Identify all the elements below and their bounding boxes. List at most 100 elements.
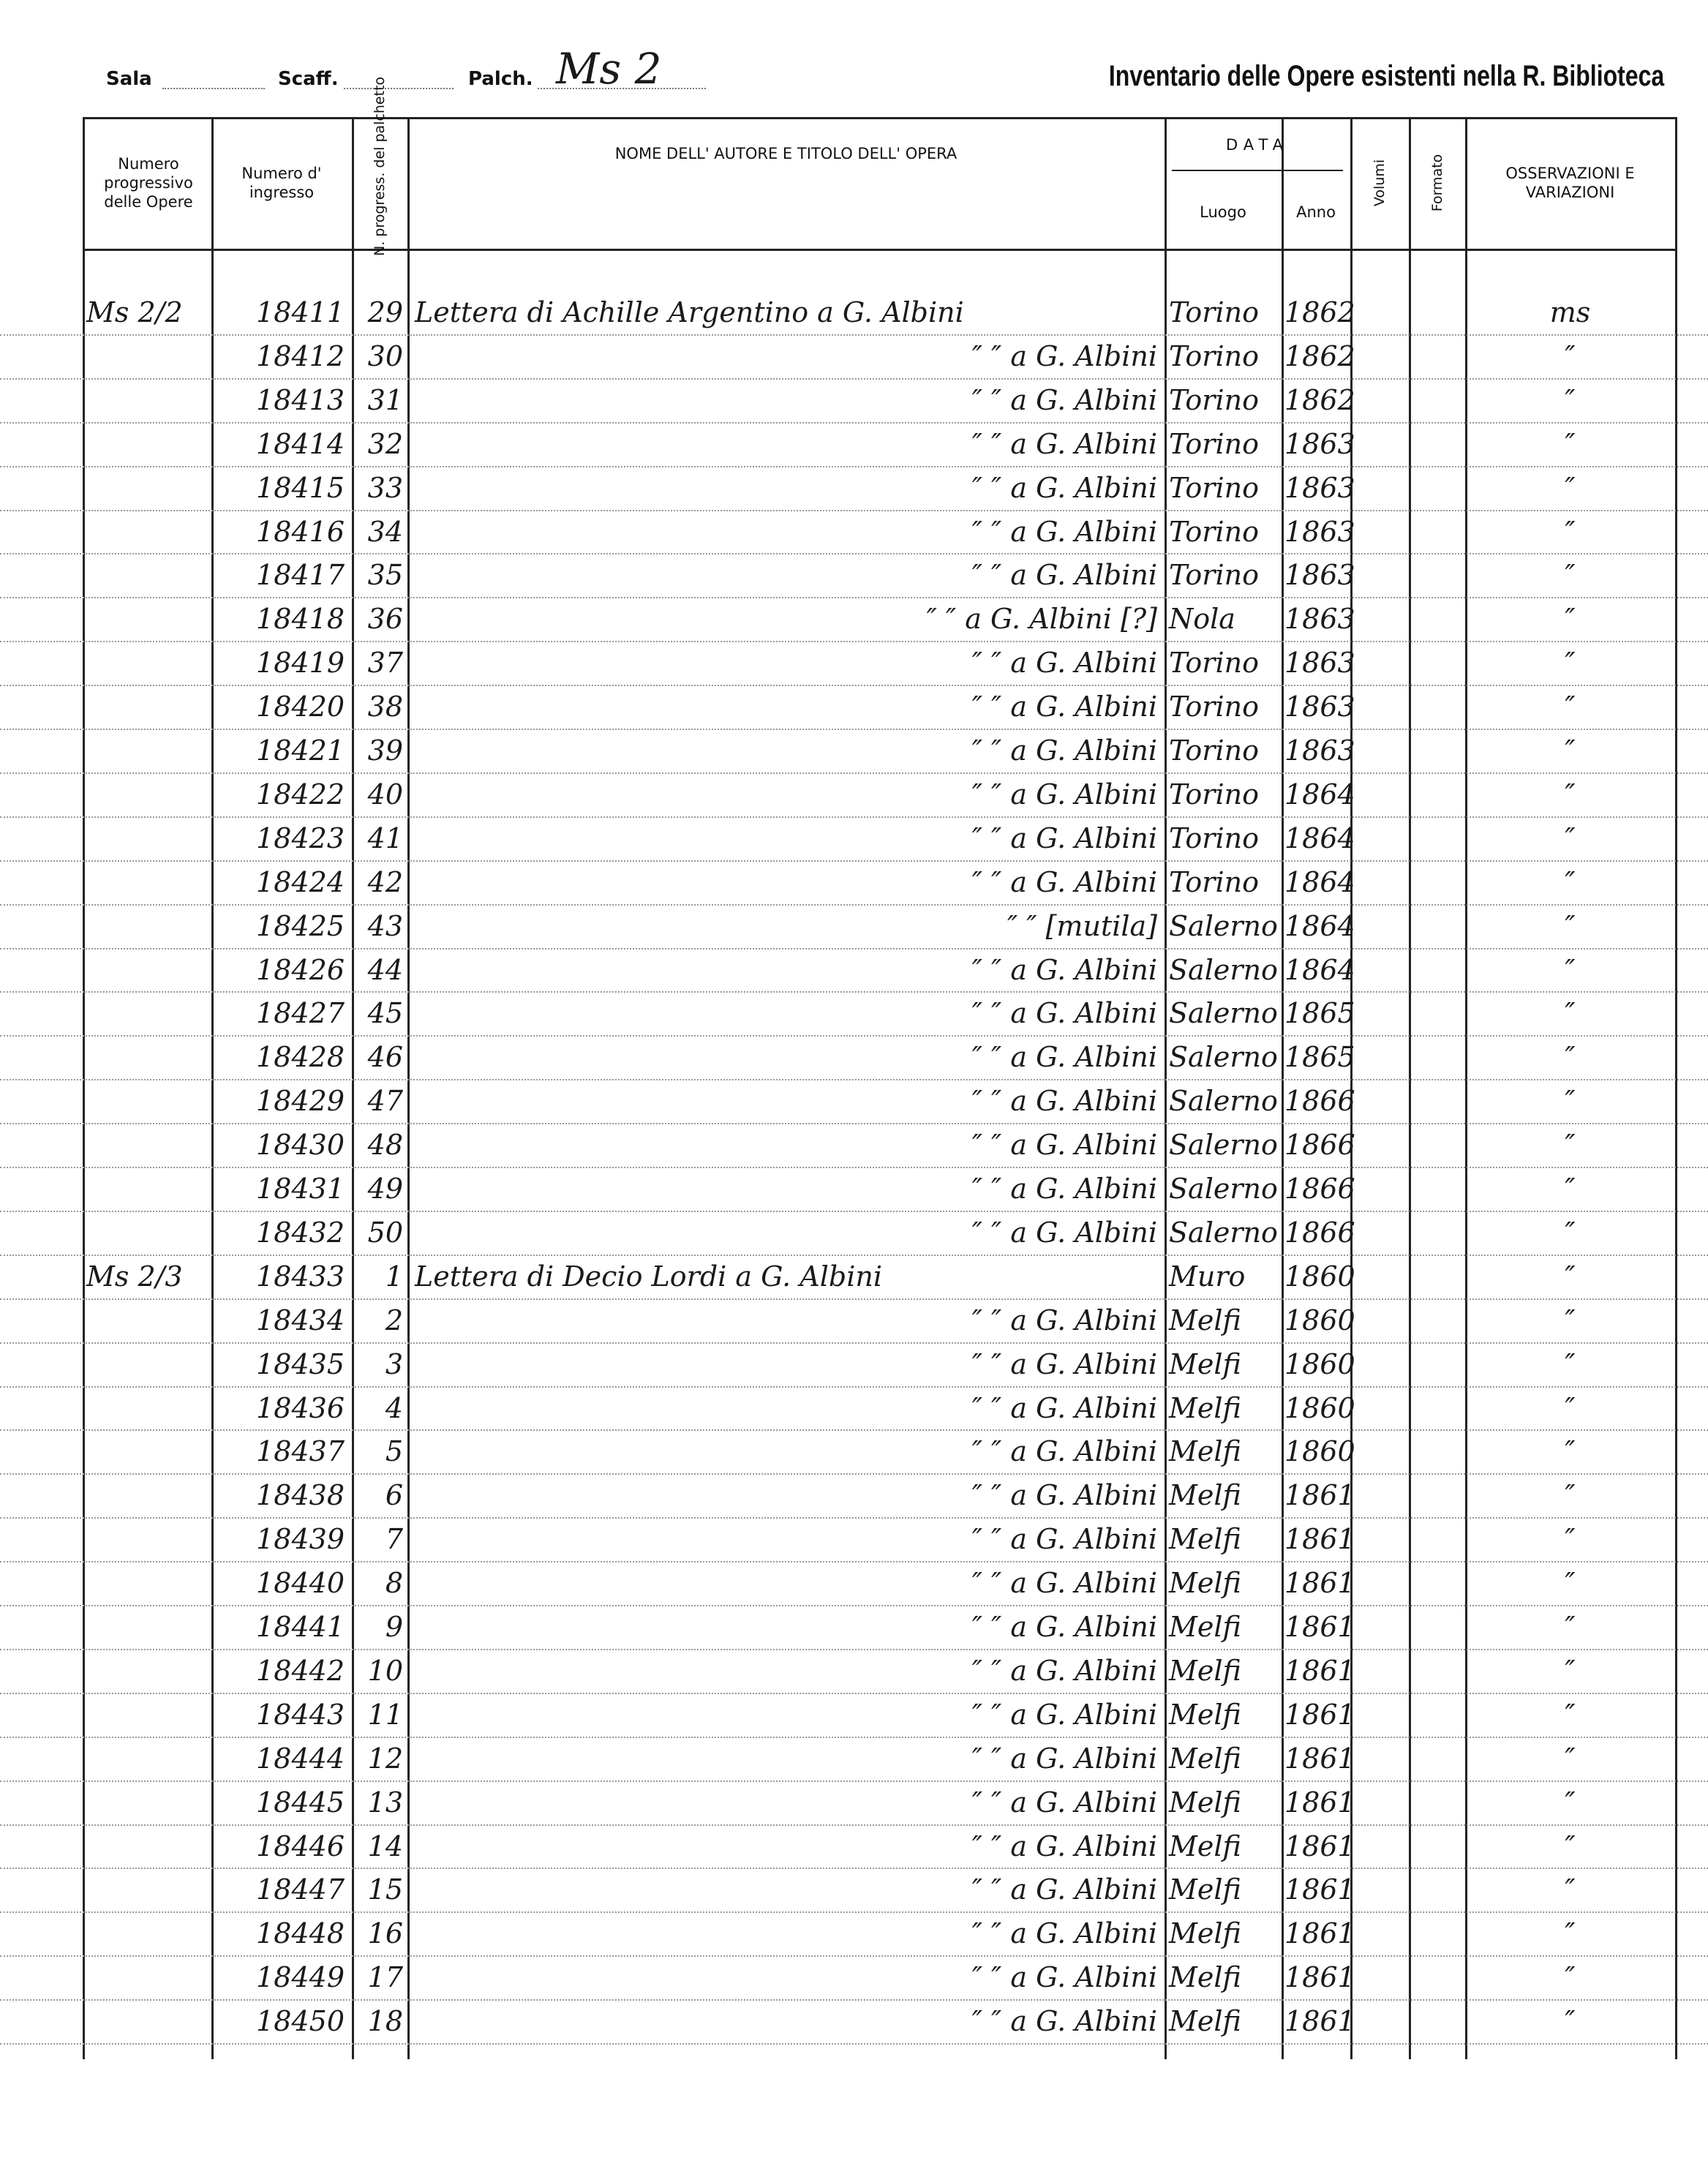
remarks: ″ — [1565, 1830, 1576, 1862]
opera-number: Ms 2/3 — [86, 1260, 183, 1293]
author-title: ″ ″ a G. Albini — [971, 2005, 1157, 2038]
ruled-line — [0, 421, 1708, 424]
year: 1866 — [1284, 1173, 1355, 1205]
remarks: ″ — [1565, 647, 1576, 680]
ruled-line — [0, 553, 1708, 555]
shelf-number: 14 — [367, 1830, 403, 1862]
entry-number: 18416 — [256, 515, 345, 548]
author-title: ″ ″ a G. Albini — [971, 1085, 1157, 1118]
author-title: ″ ″ a G. Albini — [971, 1304, 1157, 1336]
shelf-number: 35 — [367, 559, 403, 592]
ruled-line — [0, 1692, 1708, 1694]
year: 1863 — [1284, 603, 1355, 636]
col-palchetto: N. progress. del palchetto — [372, 76, 388, 256]
place: Melfi — [1169, 1873, 1241, 1906]
ruled-line — [0, 334, 1708, 336]
place: Torino — [1169, 821, 1259, 854]
ruled-line — [0, 1429, 1708, 1432]
ruled-line — [0, 597, 1708, 599]
shelf-number: 16 — [367, 1917, 403, 1950]
entry-number: 18422 — [256, 778, 345, 811]
shelf-number: 18 — [367, 2005, 403, 2038]
remarks: ″ — [1565, 734, 1576, 767]
place: Melfi — [1169, 1786, 1241, 1819]
ruled-line — [0, 1911, 1708, 1914]
year: 1861 — [1284, 1742, 1355, 1775]
entry-number: 18445 — [256, 1786, 345, 1819]
remarks: ″ — [1565, 1347, 1576, 1380]
shelf-number: 48 — [367, 1129, 403, 1162]
year: 1861 — [1284, 1698, 1355, 1731]
remarks: ″ — [1565, 1611, 1576, 1643]
entry-number: 18437 — [256, 1435, 345, 1468]
place: Torino — [1169, 691, 1259, 723]
place: Melfi — [1169, 1611, 1241, 1643]
column-divider — [407, 117, 410, 2059]
entry-number: 18435 — [256, 1347, 345, 1380]
year: 1861 — [1284, 1961, 1355, 1994]
ruled-line — [0, 377, 1708, 380]
author-title: ″ ″ a G. Albini — [971, 953, 1157, 986]
shelf-number: 40 — [367, 778, 403, 811]
year: 1861 — [1284, 1786, 1355, 1819]
place: Torino — [1169, 296, 1259, 328]
place: Torino — [1169, 339, 1259, 372]
year: 1864 — [1284, 865, 1355, 898]
entry-number: 18436 — [256, 1391, 345, 1424]
remarks: ″ — [1565, 1479, 1576, 1512]
place: Salerno — [1169, 909, 1278, 942]
year: 1865 — [1284, 1041, 1355, 1074]
entry-number: 18421 — [256, 734, 345, 767]
place: Melfi — [1169, 1479, 1241, 1512]
col-volumi: Volumi — [1372, 159, 1388, 207]
author-title: ″ ″ a G. Albini [?] — [926, 603, 1157, 636]
place: Melfi — [1169, 1391, 1241, 1424]
entry-number: 18439 — [256, 1523, 345, 1556]
entry-number: 18438 — [256, 1479, 345, 1512]
ruled-line — [0, 772, 1708, 774]
place: Melfi — [1169, 1304, 1241, 1336]
year: 1863 — [1284, 734, 1355, 767]
shelf-number: 34 — [367, 515, 403, 548]
entry-number: 18424 — [256, 865, 345, 898]
ruled-line — [0, 1167, 1708, 1169]
author-title: ″ ″ a G. Albini — [971, 778, 1157, 811]
ruled-line — [0, 465, 1708, 467]
place: Melfi — [1169, 1698, 1241, 1731]
author-title: Lettera di Decio Lordi a G. Albini — [415, 1260, 882, 1293]
place: Torino — [1169, 559, 1259, 592]
ruled-line — [0, 1385, 1708, 1388]
entry-number: 18418 — [256, 603, 345, 636]
column-divider — [1465, 117, 1467, 2059]
author-title: ″ ″ a G. Albini — [971, 1830, 1157, 1862]
entry-number: 18414 — [256, 427, 345, 460]
shelf-number: 36 — [367, 603, 403, 636]
year: 1861 — [1284, 1654, 1355, 1687]
entry-number: 18419 — [256, 647, 345, 680]
year: 1864 — [1284, 953, 1355, 986]
author-title: ″ ″ [mutila] — [1007, 909, 1157, 942]
column-divider — [1282, 117, 1284, 2059]
shelf-number: 6 — [385, 1479, 403, 1512]
ruled-line — [0, 1517, 1708, 1519]
shelf-number: 47 — [367, 1085, 403, 1118]
shelf-number: 8 — [385, 1567, 403, 1600]
remarks: ″ — [1565, 471, 1576, 504]
entry-number: 18417 — [256, 559, 345, 592]
entry-number: 18434 — [256, 1304, 345, 1336]
ruled-line — [0, 1079, 1708, 1081]
place: Melfi — [1169, 1961, 1241, 1994]
year: 1866 — [1284, 1085, 1355, 1118]
year: 1861 — [1284, 1873, 1355, 1906]
author-title: ″ ″ a G. Albini — [971, 1347, 1157, 1380]
year: 1863 — [1284, 515, 1355, 548]
ruled-line — [0, 1999, 1708, 2001]
shelf-number: 32 — [367, 427, 403, 460]
ruled-line — [0, 1210, 1708, 1212]
year: 1864 — [1284, 821, 1355, 854]
entry-number: 18432 — [256, 1216, 345, 1249]
remarks: ″ — [1565, 1742, 1576, 1775]
col-osservazioni: OSSERVAZIONI E VARIAZIONI — [1505, 165, 1635, 201]
author-title: ″ ″ a G. Albini — [971, 1873, 1157, 1906]
author-title: ″ ″ a G. Albini — [971, 997, 1157, 1030]
